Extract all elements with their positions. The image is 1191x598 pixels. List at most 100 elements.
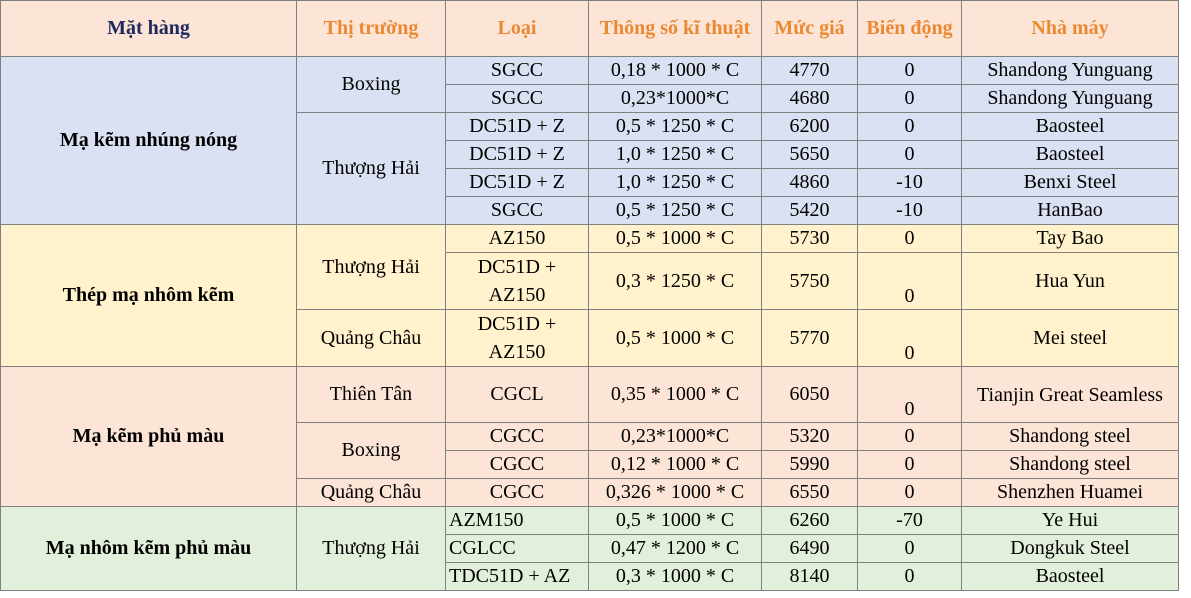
type-cell: AZM150 — [445, 506, 589, 535]
price-cell: 5320 — [761, 422, 858, 451]
market-name: Boxing — [296, 422, 446, 479]
spec-cell: 0,5 * 1250 * C — [588, 112, 762, 141]
factory-cell: Baosteel — [961, 112, 1179, 141]
factory-cell: Ye Hui — [961, 506, 1179, 535]
table-row: SGCC 0,5 * 1250 * C 5420 -10 HanBao — [1, 196, 1179, 225]
change-cell: 0 — [857, 534, 962, 563]
spec-cell: 0,5 * 1250 * C — [588, 196, 762, 225]
change-cell: 0 — [857, 450, 962, 479]
spec-cell: 0,35 * 1000 * C — [588, 366, 762, 423]
header-price: Mức giá — [761, 0, 858, 57]
factory-cell: Dongkuk Steel — [961, 534, 1179, 563]
factory-cell: Tay Bao — [961, 224, 1179, 253]
type-cell: SGCC — [445, 56, 589, 85]
price-cell: 5750 — [761, 252, 858, 310]
header-product: Mặt hàng — [0, 0, 297, 57]
spec-cell: 0,3 * 1250 * C — [588, 252, 762, 310]
table-row: Boxing CGCC 0,23*1000*C 5320 0 Shandong … — [1, 422, 1179, 479]
market-name: Quảng Châu — [296, 478, 446, 507]
price-cell: 4770 — [761, 56, 858, 85]
factory-cell: Shandong steel — [961, 422, 1179, 451]
price-cell: 5730 — [761, 224, 858, 253]
market-name: Thượng Hải — [296, 224, 446, 310]
table-row: Mạ kẽm phủ màu Thiên Tân CGCL 0,35 * 100… — [0, 366, 1179, 507]
spec-cell: 0,23*1000*C — [588, 422, 762, 451]
spec-cell: 0,5 * 1000 * C — [588, 224, 762, 253]
table-row: Quảng Châu DC51D + AZ150 0,5 * 1000 * C … — [1, 309, 1179, 367]
change-cell: -10 — [857, 168, 962, 197]
header-type: Loại — [445, 0, 589, 57]
change-cell: 0 — [857, 422, 962, 451]
market-name: Boxing — [296, 56, 446, 113]
factory-cell: Shandong Yunguang — [961, 56, 1179, 85]
type-cell: SGCC — [445, 196, 589, 225]
header-row: Mặt hàng Thị trường Loại Thông số kĩ thu… — [0, 0, 1179, 57]
change-cell: 0 — [857, 252, 962, 310]
price-cell: 4680 — [761, 84, 858, 113]
price-cell: 8140 — [761, 562, 858, 591]
type-cell: CGCC — [445, 450, 589, 479]
spec-cell: 0,5 * 1000 * C — [588, 309, 762, 367]
market-name: Quảng Châu — [296, 309, 446, 367]
factory-cell: HanBao — [961, 196, 1179, 225]
change-cell: 0 — [857, 478, 962, 507]
price-cell: 6260 — [761, 506, 858, 535]
factory-cell: Shandong steel — [961, 450, 1179, 479]
type-cell: DC51D + AZ150 — [445, 252, 589, 310]
type-cell: SGCC — [445, 84, 589, 113]
market-name: Thiên Tân — [296, 366, 446, 423]
type-cell: TDC51D + AZ — [445, 562, 589, 591]
price-cell: 6050 — [761, 366, 858, 423]
market-name: Thượng Hải — [296, 506, 446, 591]
factory-cell: Shandong Yunguang — [961, 84, 1179, 113]
price-cell: 5420 — [761, 196, 858, 225]
type-cell: DC51D + Z — [445, 168, 589, 197]
factory-cell: Shenzhen Huamei — [961, 478, 1179, 507]
spec-cell: 1,0 * 1250 * C — [588, 168, 762, 197]
table-row: Mạ nhôm kẽm phủ màu Thượng Hải AZM150 0,… — [0, 506, 1179, 591]
price-cell: 5990 — [761, 450, 858, 479]
change-cell: 0 — [857, 366, 962, 423]
type-cell: CGCC — [445, 422, 589, 451]
spec-cell: 0,12 * 1000 * C — [588, 450, 762, 479]
factory-cell: Hua Yun — [961, 252, 1179, 310]
market-name: Thượng Hải — [296, 112, 446, 225]
table-row: Quảng Châu CGCC 0,326 * 1000 * C 6550 0 … — [1, 478, 1179, 507]
product-group-name: Mạ kẽm nhúng nóng — [0, 56, 297, 225]
price-cell: 6200 — [761, 112, 858, 141]
change-cell: 0 — [857, 56, 962, 85]
table-row: CGCC 0,12 * 1000 * C 5990 0 Shandong ste… — [1, 450, 1179, 479]
price-cell: 4860 — [761, 168, 858, 197]
type-cell: CGCC — [445, 478, 589, 507]
product-group-name: Mạ nhôm kẽm phủ màu — [0, 506, 297, 591]
factory-cell: Mei steel — [961, 309, 1179, 367]
change-cell: 0 — [857, 112, 962, 141]
spec-cell: 1,0 * 1250 * C — [588, 140, 762, 169]
change-cell: 0 — [857, 224, 962, 253]
change-cell: 0 — [857, 309, 962, 367]
change-cell: 0 — [857, 562, 962, 591]
spec-cell: 0,47 * 1200 * C — [588, 534, 762, 563]
table-row: DC51D + Z 1,0 * 1250 * C 5650 0 Baosteel — [1, 140, 1179, 169]
price-cell: 6550 — [761, 478, 858, 507]
price-cell: 6490 — [761, 534, 858, 563]
change-cell: 0 — [857, 140, 962, 169]
spec-cell: 0,3 * 1000 * C — [588, 562, 762, 591]
header-market: Thị trường — [296, 0, 446, 57]
table-row: SGCC 0,23*1000*C 4680 0 Shandong Yunguan… — [1, 84, 1179, 113]
product-group-name: Thép mạ nhôm kẽm — [0, 224, 297, 367]
price-table: Mặt hàng Thị trường Loại Thông số kĩ thu… — [0, 0, 1179, 591]
header-spec: Thông số kĩ thuật — [588, 0, 762, 57]
table-row: Thép mạ nhôm kẽm Thượng Hải AZ150 0,5 * … — [0, 224, 1179, 367]
header-change: Biến động — [857, 0, 962, 57]
type-cell: DC51D + Z — [445, 112, 589, 141]
change-cell: -10 — [857, 196, 962, 225]
table-row: DC51D + AZ150 0,3 * 1250 * C 5750 0 Hua … — [1, 252, 1179, 310]
change-cell: -70 — [857, 506, 962, 535]
table-row: CGLCC 0,47 * 1200 * C 6490 0 Dongkuk Ste… — [1, 534, 1179, 563]
factory-cell: Tianjin Great Seamless — [961, 366, 1179, 423]
change-cell: 0 — [857, 84, 962, 113]
spec-cell: 0,23*1000*C — [588, 84, 762, 113]
table-row: TDC51D + AZ 0,3 * 1000 * C 8140 0 Baoste… — [1, 562, 1179, 591]
spec-cell: 0,18 * 1000 * C — [588, 56, 762, 85]
